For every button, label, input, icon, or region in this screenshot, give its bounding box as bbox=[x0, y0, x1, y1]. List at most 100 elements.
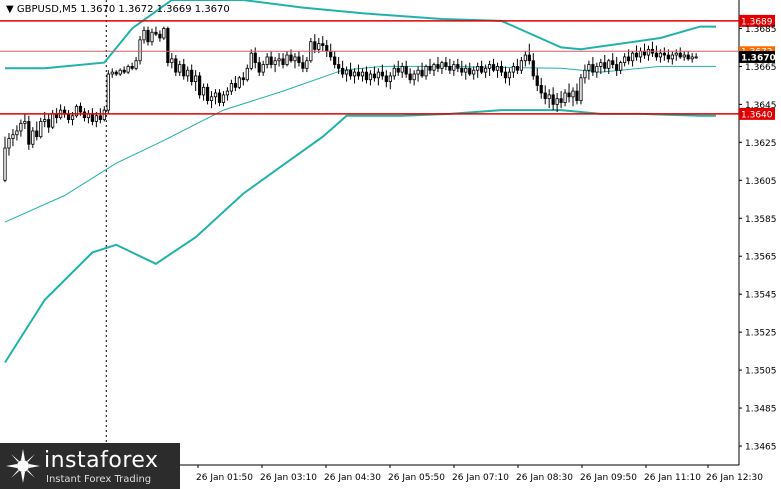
candle bbox=[90, 108, 94, 126]
collapse-triangle-icon[interactable]: ▼ bbox=[6, 4, 14, 15]
candle bbox=[495, 62, 500, 78]
candle bbox=[305, 56, 309, 73]
candle bbox=[221, 91, 226, 107]
candle bbox=[678, 47, 682, 59]
candle-body bbox=[440, 62, 444, 69]
candle bbox=[341, 60, 345, 78]
candle bbox=[416, 66, 420, 82]
candle bbox=[337, 56, 341, 75]
candle-body bbox=[476, 66, 480, 71]
candle bbox=[11, 129, 15, 147]
candle bbox=[261, 60, 265, 76]
candle-body bbox=[491, 64, 496, 71]
time-tick-label: 26 Jan 09:50 bbox=[580, 473, 637, 483]
candle bbox=[31, 127, 35, 149]
candle-body bbox=[682, 54, 686, 58]
candle bbox=[194, 70, 198, 92]
candle bbox=[519, 56, 523, 75]
candle-body bbox=[66, 113, 71, 120]
candle bbox=[547, 89, 551, 109]
candle bbox=[460, 60, 464, 76]
candle bbox=[277, 53, 281, 67]
candle bbox=[491, 58, 496, 73]
candle bbox=[527, 43, 531, 65]
candle bbox=[297, 51, 301, 67]
candle-body bbox=[456, 64, 460, 69]
candle bbox=[59, 104, 63, 120]
candle bbox=[468, 62, 472, 76]
candle-body bbox=[468, 67, 472, 75]
candle-body bbox=[293, 56, 297, 62]
price-tick-label: 1.3565 bbox=[745, 253, 777, 263]
candle bbox=[412, 70, 416, 86]
candle bbox=[380, 64, 384, 80]
candle-body bbox=[484, 67, 488, 73]
candle-body bbox=[388, 75, 392, 83]
candle bbox=[202, 83, 206, 101]
candle-body bbox=[225, 90, 230, 96]
candle-body bbox=[126, 66, 130, 73]
candle-body bbox=[559, 98, 563, 103]
candle-body bbox=[90, 113, 94, 122]
candle bbox=[507, 68, 512, 86]
candle bbox=[166, 26, 170, 67]
candle bbox=[182, 58, 186, 80]
candle-body bbox=[301, 62, 305, 69]
candle bbox=[646, 45, 651, 61]
candle-body bbox=[448, 66, 452, 71]
candle-body bbox=[11, 134, 15, 139]
candle-body bbox=[190, 69, 194, 83]
candle-body bbox=[344, 69, 349, 75]
candle bbox=[595, 62, 599, 78]
candle-body bbox=[198, 75, 202, 96]
candle bbox=[420, 62, 424, 78]
candle-body bbox=[646, 48, 651, 56]
candle-body bbox=[356, 71, 361, 77]
candle bbox=[162, 26, 166, 40]
candle bbox=[352, 68, 357, 84]
candle bbox=[134, 56, 138, 71]
candle-body bbox=[170, 58, 174, 64]
candle bbox=[456, 58, 460, 73]
time-tick-label: 26 Jan 12:30 bbox=[706, 473, 763, 483]
brand-logo: instaforex Instant Forex Trading bbox=[0, 443, 180, 489]
candle-body bbox=[595, 66, 599, 73]
candle bbox=[186, 66, 190, 82]
candle-body bbox=[583, 69, 587, 79]
candle-body bbox=[269, 56, 273, 65]
candle-body bbox=[122, 69, 126, 73]
candle-body bbox=[543, 92, 547, 100]
level-tag-1 bbox=[739, 14, 775, 27]
candle-body bbox=[313, 41, 317, 50]
candle-body bbox=[499, 66, 504, 73]
candle bbox=[607, 58, 611, 75]
candle bbox=[325, 39, 329, 57]
candle-body bbox=[607, 60, 611, 69]
candle-body bbox=[352, 71, 357, 77]
candle-body bbox=[118, 69, 122, 75]
candle bbox=[225, 87, 230, 101]
candle bbox=[27, 115, 31, 150]
candle-body bbox=[376, 71, 380, 79]
candle bbox=[245, 64, 249, 82]
candle bbox=[436, 56, 440, 73]
candle-body bbox=[19, 122, 23, 132]
candle-body bbox=[412, 73, 416, 81]
candle-body bbox=[297, 56, 301, 64]
candle-body bbox=[615, 64, 619, 71]
candle bbox=[484, 64, 488, 78]
candle-body bbox=[337, 64, 341, 69]
price-tick-label: 1.3625 bbox=[745, 139, 777, 149]
candle-body bbox=[690, 56, 694, 60]
candle bbox=[51, 110, 55, 130]
candle bbox=[615, 56, 619, 76]
candle-body bbox=[404, 66, 408, 75]
candle bbox=[86, 110, 91, 124]
candle-body bbox=[444, 62, 448, 67]
candle-body bbox=[194, 75, 198, 83]
candle-body bbox=[360, 71, 365, 77]
candle-body bbox=[368, 73, 373, 81]
candle bbox=[686, 51, 690, 61]
candle-body bbox=[567, 92, 571, 98]
